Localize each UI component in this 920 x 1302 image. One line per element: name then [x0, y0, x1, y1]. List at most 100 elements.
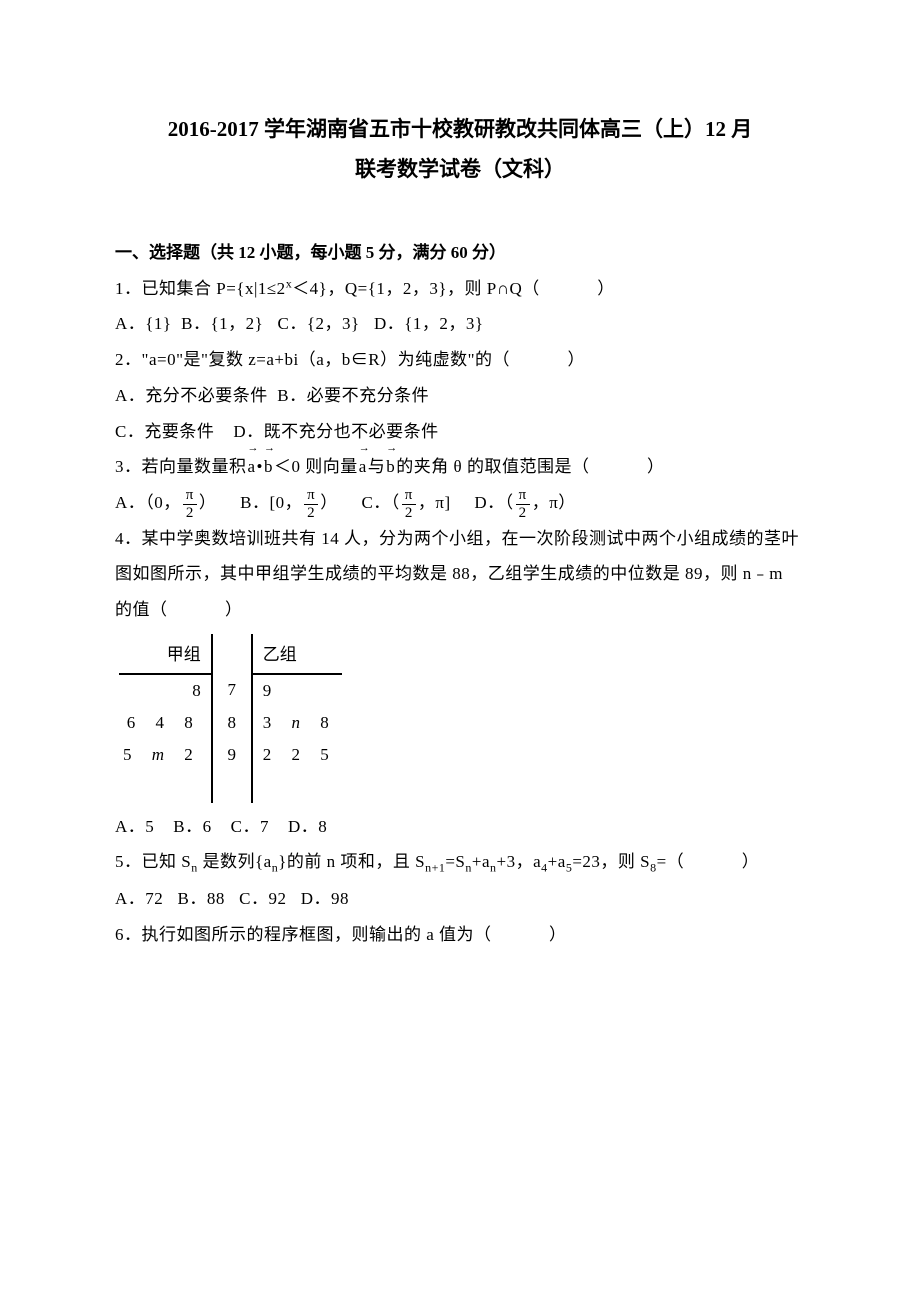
q3-opt-c-p1: C．（	[361, 493, 399, 512]
q5-p9: =	[657, 852, 667, 871]
q5-p1: 5．已知 S	[115, 852, 191, 871]
row-left: 5 m 2	[119, 739, 212, 771]
q5-sub-n1: n+1	[425, 861, 445, 875]
question-6: 6．执行如图所示的程序框图，则输出的 a 值为（ ）	[115, 917, 805, 953]
header-right: 乙组	[252, 634, 342, 674]
stem-leaf-plot: 甲组 乙组 8 7 9 6 4 8 8 3 n 8 5 m 2 9 2 2 5	[119, 634, 342, 803]
q5-p7: +a	[548, 852, 566, 871]
q6-stem: 6．执行如图所示的程序框图，则输出的 a 值为	[115, 925, 474, 944]
q2-opt-c: C．充要条件	[115, 422, 214, 441]
q3-p1: 3．若向量数量积	[115, 457, 247, 476]
question-2-options-2: C．充要条件 D．既不充分也不必要条件	[115, 414, 805, 450]
q3-vec-b-1: b	[264, 449, 273, 485]
q2-paren: （ ）	[493, 350, 593, 369]
q5-p6: +3，a	[497, 852, 542, 871]
q5-p5: +a	[472, 852, 490, 871]
q5-p3: }的前 n 项和，且 S	[278, 852, 425, 871]
q4-opt-c: C．7	[231, 817, 269, 836]
q3-opt-a-p1: A．（0，	[115, 493, 181, 512]
q5-p8: =23，则 S	[572, 852, 650, 871]
q4-opt-d: D．8	[288, 817, 327, 836]
row-left: 6 4 8	[119, 707, 212, 739]
q4-opt-b: B．6	[173, 817, 211, 836]
title-line-2: 联考数学试卷（文科）	[115, 150, 805, 190]
row-right: 3 n 8	[252, 707, 342, 739]
q5-p2: 是数列{a	[198, 852, 272, 871]
question-3-options: A．（0，π2） B．[0，π2） C．（π2，π] D．（π2，π）	[115, 485, 805, 521]
q2-opt-b: B．必要不充分条件	[277, 386, 429, 405]
question-5: 5．已知 Sn 是数列{an}的前 n 项和，且 Sn+1=Sn+an+3，a4…	[115, 844, 805, 881]
row-stem: 8	[212, 707, 252, 739]
row-right: 2 2 5	[252, 739, 342, 771]
q3-vec-a-2: a	[359, 449, 367, 485]
q1-paren: （ ）	[522, 279, 622, 298]
q3-p2: ＜0 则向量	[274, 457, 358, 476]
question-1: 1．已知集合 P={x|1≤2x＜4}，Q={1，2，3}，则 P∩Q（ ）	[115, 271, 805, 307]
question-1-options: A．{1} B．{1，2} C．{2，3} D．{1，2，3}	[115, 306, 805, 342]
q3-opt-b-p2: ）	[320, 493, 338, 512]
question-3: 3．若向量数量积a•b＜0 则向量a与b的夹角 θ 的取值范围是（ ）	[115, 449, 805, 485]
q4-opt-a: A．5	[115, 817, 154, 836]
q5-paren: （ ）	[667, 852, 767, 871]
q3-p4: 的夹角 θ 的取值范围是	[396, 457, 572, 476]
question-2-options-1: A．充分不必要条件 B．必要不充分条件	[115, 378, 805, 414]
q3-paren: （ ）	[572, 457, 672, 476]
stem-leaf-header: 甲组 乙组	[119, 634, 342, 674]
q1-opt-a: A．{1}	[115, 314, 172, 333]
stem-leaf-row: 6 4 8 8 3 n 8	[119, 707, 342, 739]
q3-opt-c-p2: ，π]	[418, 493, 451, 512]
q2-opt-a: A．充分不必要条件	[115, 386, 268, 405]
q1-stem-prefix: 1．已知集合 P={x|1≤2	[115, 279, 286, 298]
q1-opt-d: D．{1，2，3}	[374, 314, 484, 333]
header-left: 甲组	[119, 634, 212, 674]
q5-p4: =S	[445, 852, 465, 871]
frac-den: 2	[183, 505, 197, 521]
stem-leaf-row: 8 7 9	[119, 674, 342, 707]
q5-opt-a: A．72	[115, 889, 163, 908]
q3-vec-b-2: b	[386, 449, 395, 485]
q3-opt-d-p2: ，π）	[532, 493, 576, 512]
row-right	[252, 771, 342, 803]
row-stem: 7	[212, 674, 252, 707]
section-header: 一、选择题（共 12 小题，每小题 5 分，满分 60 分）	[115, 238, 805, 263]
title-line-1: 2016-2017 学年湖南省五市十校教研教改共同体高三（上）12 月	[115, 110, 805, 150]
stem-leaf-row: 5 m 2 9 2 2 5	[119, 739, 342, 771]
question-4: 4．某中学奥数培训班共有 14 人，分为两个小组，在一次阶段测试中两个小组成绩的…	[115, 521, 805, 628]
header-stem	[212, 634, 252, 674]
row-left	[119, 771, 212, 803]
q1-stem-mid: ＜4}，Q={1，2，3}，则 P∩Q	[292, 279, 522, 298]
q3-frac-a: π2	[183, 488, 197, 521]
row-left: 8	[119, 674, 212, 707]
frac-num: π	[402, 488, 416, 505]
question-4-options: A．5 B．6 C．7 D．8	[115, 809, 805, 845]
q3-opt-b-p1: B．[0，	[240, 493, 302, 512]
q6-paren: （ ）	[474, 925, 574, 944]
italic-n: n	[292, 713, 309, 732]
frac-num: π	[304, 488, 318, 505]
q1-opt-c: C．{2，3}	[278, 314, 360, 333]
row-right: 9	[252, 674, 342, 707]
frac-den: 2	[304, 505, 318, 521]
q3-opt-d-p1: D．（	[474, 493, 513, 512]
q5-opt-b: B．88	[178, 889, 225, 908]
italic-m: m	[152, 745, 172, 764]
stem-leaf-row	[119, 771, 342, 803]
row-stem	[212, 771, 252, 803]
q3-p3: 与	[368, 457, 386, 476]
question-2: 2．"a=0"是"复数 z=a+bi（a，b∈R）为纯虚数"的（ ）	[115, 342, 805, 378]
q3-dot: •	[257, 457, 263, 476]
q3-frac-b: π2	[304, 488, 318, 521]
q1-opt-b: B．{1，2}	[181, 314, 263, 333]
frac-den: 2	[516, 505, 530, 521]
q3-frac-c: π2	[402, 488, 416, 521]
q5-opt-d: D．98	[301, 889, 349, 908]
q2-stem: 2．"a=0"是"复数 z=a+bi（a，b∈R）为纯虚数"的	[115, 350, 493, 369]
frac-den: 2	[402, 505, 416, 521]
question-5-options: A．72 B．88 C．92 D．98	[115, 881, 805, 917]
row-stem: 9	[212, 739, 252, 771]
frac-num: π	[516, 488, 530, 505]
q3-vec-a-1: a	[248, 449, 256, 485]
q3-frac-d: π2	[516, 488, 530, 521]
q4-paren: （ ）	[150, 600, 250, 619]
q5-opt-c: C．92	[239, 889, 286, 908]
